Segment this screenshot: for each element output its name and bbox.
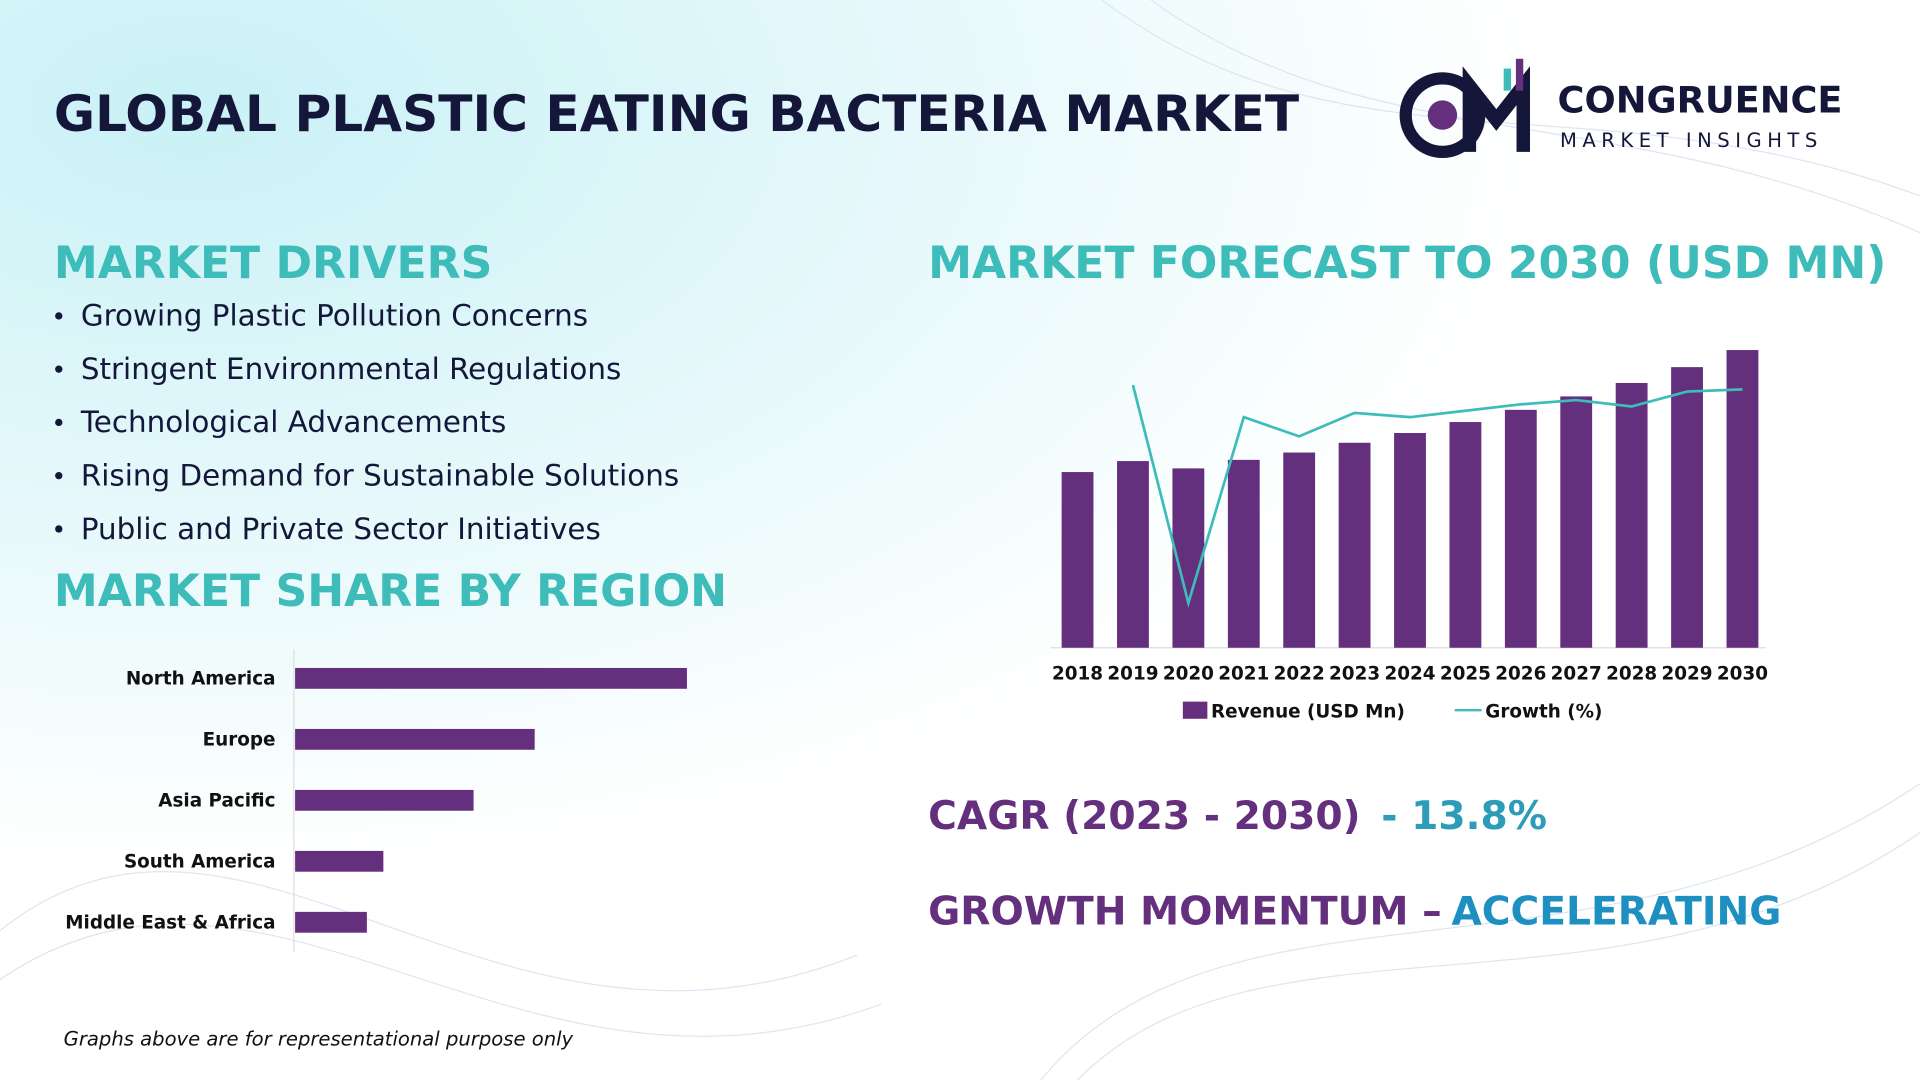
- forecast-heading: MARKET FORECAST TO 2030 (USD MN): [928, 238, 1886, 289]
- cagr-value: - 13.8%: [1381, 794, 1547, 839]
- logo: CONGRUENCE MARKET INSIGHTS: [1399, 58, 1843, 158]
- bullet: [55, 472, 63, 480]
- bar: [1061, 472, 1094, 648]
- x-tick-label: 2022: [1274, 664, 1325, 685]
- bar: [1449, 422, 1482, 648]
- bar: [1615, 382, 1648, 648]
- bar: [1338, 442, 1371, 648]
- footnote: Graphs above are for representational pu…: [64, 1028, 574, 1051]
- drivers-heading: MARKET DRIVERS: [54, 238, 492, 289]
- bullet: [55, 418, 63, 427]
- legend-label: Growth (%): [1485, 702, 1602, 723]
- x-tick-label: 2028: [1606, 664, 1657, 685]
- driver-item: Public and Private Sector Initiatives: [81, 512, 601, 546]
- bar: [295, 789, 474, 811]
- bar: [1726, 350, 1759, 648]
- growth-line: [1131, 384, 1743, 608]
- bar: [1283, 452, 1316, 648]
- driver-item: Rising Demand for Sustainable Solutions: [81, 459, 679, 493]
- bar: [295, 728, 535, 750]
- logo-bar: [1515, 58, 1524, 91]
- bar: [295, 667, 687, 689]
- x-tick-label: 2023: [1329, 664, 1380, 685]
- driver-item: Growing Plastic Pollution Concerns: [81, 299, 588, 333]
- y-tick-label: Europe: [203, 729, 276, 750]
- bar: [1504, 409, 1537, 648]
- bar: [1227, 459, 1260, 648]
- driver-item: Stringent Environmental Regulations: [81, 352, 621, 386]
- logo-m: [1462, 66, 1530, 152]
- bullet: [55, 365, 63, 373]
- logo-name: CONGRUENCE: [1558, 79, 1843, 122]
- legend-label: Revenue (USD Mn): [1211, 702, 1405, 723]
- title: GLOBAL PLASTIC EATING BACTERIA MARKET: [54, 84, 1299, 143]
- bar: [1560, 396, 1593, 648]
- x-tick-label: 2019: [1107, 664, 1158, 685]
- bar: [295, 911, 367, 933]
- bar: [1394, 433, 1426, 648]
- momentum-value: ACCELERATING: [1451, 889, 1781, 934]
- x-tick-label: 2025: [1440, 664, 1491, 685]
- x-tick-label: 2018: [1052, 664, 1103, 685]
- y-tick-label: Middle East & Africa: [65, 912, 275, 933]
- y-tick-label: Asia Pacific: [158, 790, 275, 811]
- legend-swatch: [1182, 701, 1208, 719]
- bar: [1117, 461, 1149, 648]
- x-tick-label: 2026: [1495, 664, 1546, 685]
- y-tick-label: North America: [126, 668, 276, 689]
- momentum-label: GROWTH MOMENTUM –: [928, 889, 1442, 934]
- x-tick-label: 2030: [1717, 664, 1768, 685]
- bar: [1671, 367, 1703, 648]
- cagr-label: CAGR (2023 - 2030): [928, 794, 1360, 839]
- driver-item: Technological Advancements: [80, 405, 507, 439]
- x-tick-label: 2020: [1163, 664, 1214, 685]
- logo-bar: [1503, 68, 1512, 91]
- x-tick-label: 2029: [1661, 664, 1712, 685]
- logo-c: [1399, 72, 1486, 158]
- region-heading: MARKET SHARE BY REGION: [54, 566, 727, 617]
- x-tick-label: 2027: [1551, 664, 1602, 685]
- bullet: [55, 525, 63, 533]
- y-tick-label: South America: [124, 851, 276, 872]
- logo-globe: [1427, 100, 1458, 130]
- logo-tagline: MARKET INSIGHTS: [1560, 129, 1823, 152]
- momentum-label: GROWTH MOMENTUM – ACCELERATING: [928, 889, 1781, 934]
- bar: [295, 850, 384, 872]
- x-tick-label: 2024: [1384, 664, 1435, 685]
- bullet: [55, 312, 63, 320]
- x-tick-label: 2021: [1218, 664, 1269, 685]
